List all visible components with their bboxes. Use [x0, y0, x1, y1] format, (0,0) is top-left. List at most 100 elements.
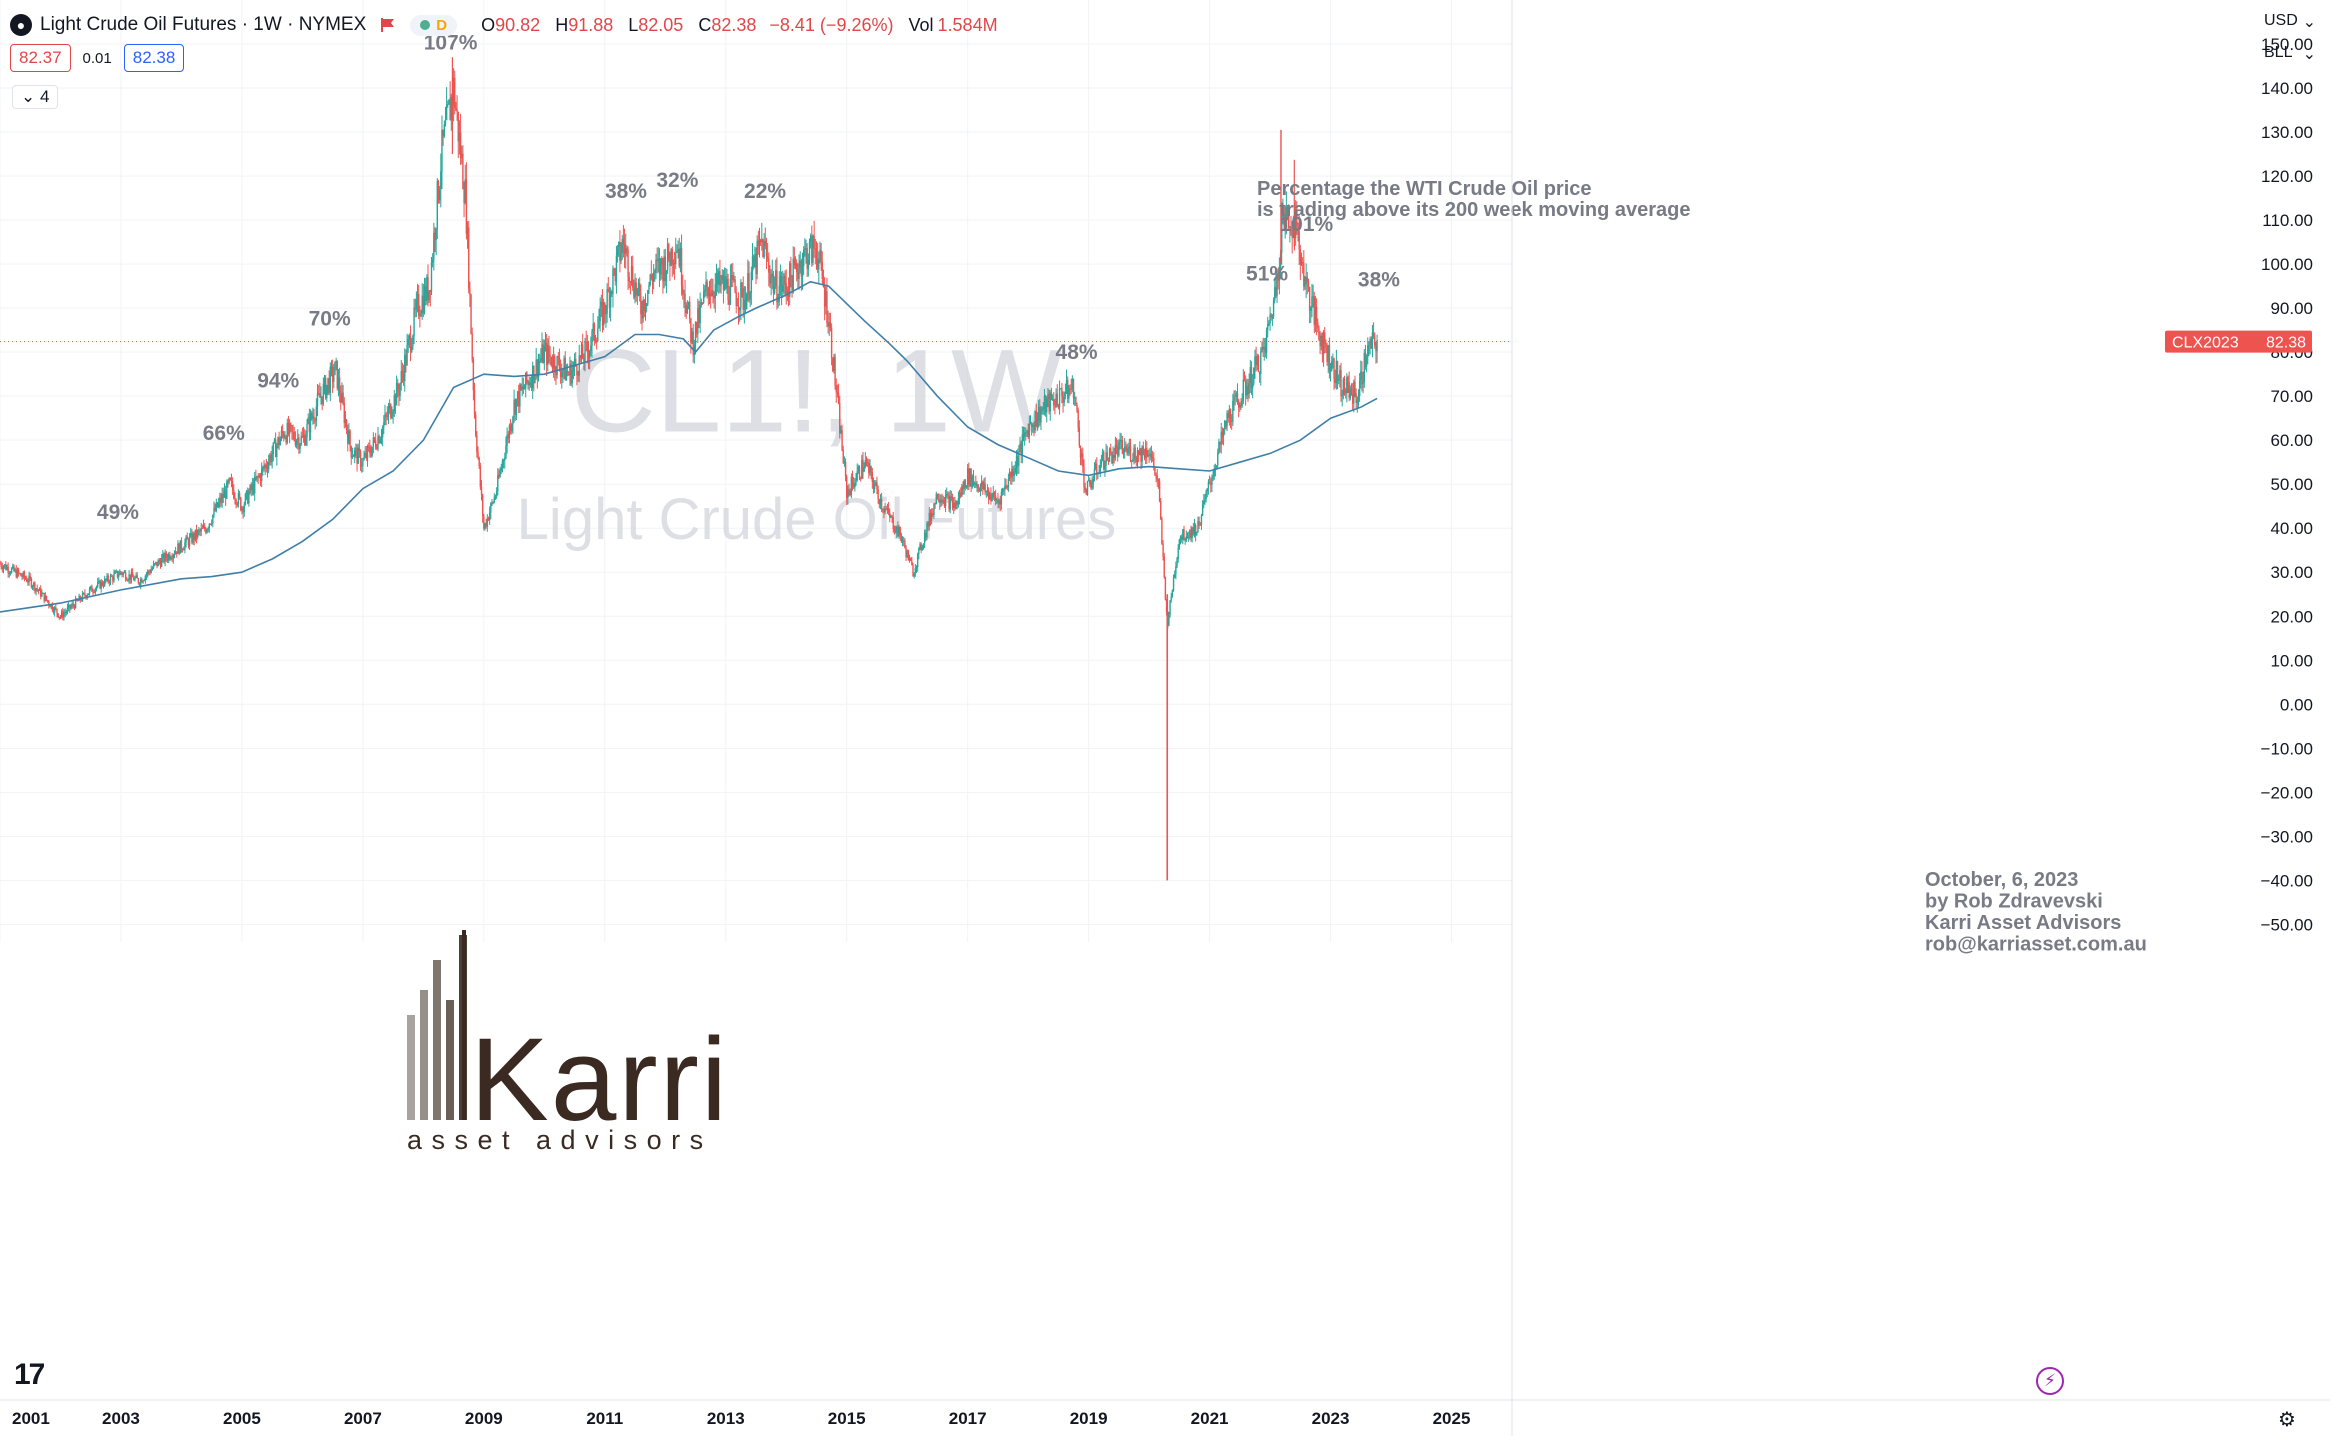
symbol-title[interactable]: Light Crude Oil Futures · 1W · NYMEX — [40, 14, 367, 35]
y-tick-label[interactable]: −20.00 — [2261, 783, 2313, 802]
y-tick-label[interactable]: 10.00 — [2270, 651, 2313, 670]
candle-body — [1022, 434, 1025, 437]
candle-body — [400, 371, 402, 384]
y-tick-label[interactable]: 130.00 — [2261, 123, 2313, 142]
x-tick-label[interactable]: 2009 — [465, 1409, 503, 1428]
y-tick-label[interactable]: 20.00 — [2270, 607, 2313, 626]
candle-body — [441, 129, 443, 172]
candle-body — [55, 607, 57, 609]
candle-body — [1194, 524, 1197, 536]
market-status-badge[interactable]: D — [410, 14, 458, 36]
x-tick-label[interactable]: 2007 — [344, 1409, 382, 1428]
candle-body — [160, 557, 163, 567]
buy-price-button[interactable]: 82.38 — [123, 44, 185, 72]
indicator-count: 4 — [39, 87, 50, 106]
symbol-logo-icon[interactable]: ● — [10, 14, 32, 36]
price-tag-box[interactable] — [2165, 330, 2312, 353]
candle-body — [354, 449, 356, 457]
candle-body — [135, 575, 137, 578]
y-tick-label[interactable]: −50.00 — [2261, 915, 2313, 934]
candle-body — [262, 466, 264, 469]
x-tick-label[interactable]: 2001 — [12, 1409, 50, 1428]
candle-body — [1332, 358, 1334, 362]
candle-body — [958, 492, 961, 499]
peak-label: 51% — [1246, 263, 1288, 286]
y-tick-label[interactable]: 0.00 — [2280, 695, 2313, 714]
candle-body — [1100, 460, 1103, 465]
y-tick-label[interactable]: 150.00 — [2261, 35, 2313, 54]
candle-body — [1044, 395, 1047, 413]
candle-body — [38, 588, 41, 591]
candle-body — [137, 578, 140, 584]
x-tick-label[interactable]: 2015 — [828, 1409, 866, 1428]
tradingview-logo-icon[interactable]: 17 — [14, 1358, 45, 1391]
y-tick-label[interactable]: 60.00 — [2270, 431, 2313, 450]
annotations: 49% 66% 94% 70% 107% 38% 32% 22% 48% 51% 101% 38% Pe… — [97, 32, 2147, 956]
y-tick-label[interactable]: 100.00 — [2261, 255, 2313, 274]
y-tick-label[interactable]: 30.00 — [2270, 563, 2313, 582]
y-tick-label[interactable]: 70.00 — [2270, 387, 2313, 406]
candle-body — [1091, 482, 1093, 489]
y-tick-label[interactable]: −40.00 — [2261, 871, 2313, 890]
candle-body — [992, 492, 994, 498]
y-tick-label[interactable]: 120.00 — [2261, 167, 2313, 186]
candle-body — [1065, 379, 1068, 393]
candle-body — [535, 359, 537, 376]
candle-body — [130, 572, 133, 581]
candle-body — [331, 366, 334, 382]
candle-body — [939, 500, 941, 503]
currency-selector[interactable]: USD ⌄ — [2258, 12, 2322, 32]
candle-body — [732, 275, 734, 281]
candle-body — [185, 536, 187, 543]
candle-body — [1050, 392, 1053, 400]
y-tick-label[interactable]: 110.00 — [2262, 211, 2313, 230]
candle-body — [1151, 457, 1154, 459]
candle-body — [802, 249, 805, 267]
y-tick-label[interactable]: 90.00 — [2270, 299, 2313, 318]
candle-body — [561, 372, 563, 378]
x-tick-label[interactable]: 2017 — [949, 1409, 987, 1428]
y-tick-label[interactable]: −10.00 — [2261, 739, 2313, 758]
candle-body — [1162, 543, 1164, 557]
x-tick-label[interactable]: 2019 — [1070, 1409, 1108, 1428]
candle-body — [1146, 448, 1148, 457]
candle-body — [77, 600, 79, 602]
x-tick-label[interactable]: 2023 — [1312, 1409, 1350, 1428]
x-tick-label[interactable]: 2025 — [1433, 1409, 1471, 1428]
gear-icon[interactable]: ⚙ — [2278, 1409, 2296, 1431]
candle-body — [60, 611, 63, 617]
candle-body — [1004, 485, 1006, 490]
x-tick-label[interactable]: 2011 — [586, 1409, 623, 1428]
candle-body — [630, 266, 633, 283]
y-tick-label[interactable]: 140.00 — [2261, 79, 2313, 98]
sell-price-button[interactable]: 82.37 — [10, 44, 71, 72]
indicators-toggle-button[interactable]: ⌄ 4 — [12, 85, 59, 109]
y-tick-label[interactable]: 40.00 — [2270, 519, 2313, 538]
x-tick-label[interactable]: 2021 — [1191, 1409, 1229, 1428]
candle-body — [873, 485, 876, 489]
candle-body — [1113, 454, 1115, 459]
unit-selector[interactable]: BLL ⌄ — [2258, 44, 2322, 64]
y-tick-label[interactable]: 50.00 — [2270, 475, 2313, 494]
candle-body — [645, 303, 648, 306]
candle-body — [577, 375, 579, 377]
candle-body — [426, 277, 428, 301]
candle-body — [684, 293, 686, 305]
red-flag-icon[interactable] — [380, 17, 396, 33]
x-tick-label[interactable]: 2005 — [223, 1409, 261, 1428]
candle-body — [1270, 314, 1272, 317]
lightning-bolt-icon[interactable]: ⚡ — [2036, 1367, 2064, 1395]
market-open-dot-icon — [420, 20, 431, 30]
x-tick-label[interactable]: 2003 — [102, 1409, 140, 1428]
candle-body — [634, 282, 636, 298]
candle-body — [140, 579, 142, 585]
candle-body — [1303, 262, 1305, 287]
candle-body — [16, 569, 19, 578]
candle-body — [882, 508, 884, 510]
candle-body — [1068, 388, 1070, 399]
x-tick-label[interactable]: 2013 — [707, 1409, 745, 1428]
y-tick-label[interactable]: −30.00 — [2261, 827, 2313, 846]
candle-body — [1042, 407, 1044, 410]
